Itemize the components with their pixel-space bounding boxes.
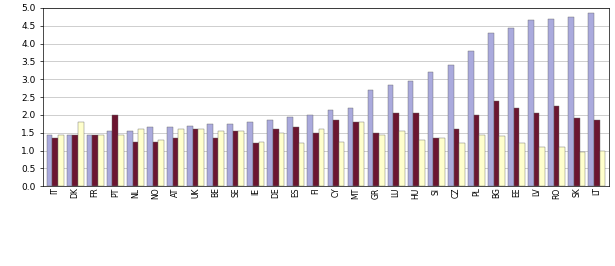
Bar xyxy=(368,90,373,186)
Bar xyxy=(293,127,299,186)
Bar xyxy=(227,124,233,186)
Bar xyxy=(279,133,284,186)
Bar xyxy=(600,151,605,186)
Bar xyxy=(118,135,124,186)
Bar xyxy=(273,129,279,186)
Bar xyxy=(218,131,224,186)
Bar xyxy=(319,129,324,186)
Bar xyxy=(138,129,144,186)
Bar xyxy=(207,124,213,186)
Bar xyxy=(133,142,138,186)
Bar xyxy=(258,142,264,186)
Bar xyxy=(127,131,133,186)
Bar xyxy=(192,129,199,186)
Bar xyxy=(514,108,519,186)
Bar xyxy=(78,122,84,186)
Bar xyxy=(52,138,58,186)
Bar xyxy=(199,129,204,186)
Bar xyxy=(66,135,73,186)
Bar xyxy=(568,17,574,186)
Bar xyxy=(178,129,184,186)
Bar xyxy=(373,133,379,186)
Bar xyxy=(173,138,178,186)
Bar xyxy=(548,19,554,186)
Bar xyxy=(468,51,474,186)
Bar xyxy=(474,115,479,186)
Bar xyxy=(333,120,339,186)
Bar xyxy=(308,115,313,186)
Bar xyxy=(448,65,453,186)
Bar xyxy=(328,110,333,186)
Bar xyxy=(113,115,118,186)
Bar xyxy=(574,118,579,186)
Bar xyxy=(268,120,273,186)
Bar xyxy=(107,131,113,186)
Bar xyxy=(187,126,192,186)
Bar xyxy=(147,127,153,186)
Bar xyxy=(239,131,244,186)
Bar xyxy=(594,120,600,186)
Bar xyxy=(408,81,413,186)
Bar xyxy=(494,101,499,186)
Bar xyxy=(153,142,158,186)
Bar xyxy=(92,135,98,186)
Bar xyxy=(213,138,218,186)
Bar xyxy=(554,106,560,186)
Bar xyxy=(434,138,439,186)
Bar xyxy=(453,129,459,186)
Bar xyxy=(287,117,293,186)
Bar xyxy=(98,135,104,186)
Bar xyxy=(58,135,63,186)
Bar xyxy=(560,147,565,186)
Bar xyxy=(579,152,585,186)
Bar xyxy=(528,20,534,186)
Bar xyxy=(534,113,539,186)
Bar xyxy=(353,122,359,186)
Bar xyxy=(158,140,164,186)
Bar xyxy=(394,113,399,186)
Bar xyxy=(339,142,344,186)
Bar xyxy=(167,127,173,186)
Bar xyxy=(387,85,394,186)
Bar xyxy=(589,13,594,186)
Bar xyxy=(499,136,505,186)
Bar xyxy=(47,135,52,186)
Bar xyxy=(508,28,514,186)
Bar xyxy=(459,143,465,186)
Bar xyxy=(488,33,494,186)
Bar xyxy=(439,138,445,186)
Bar xyxy=(479,135,485,186)
Bar xyxy=(347,108,353,186)
Bar xyxy=(299,143,304,186)
Bar xyxy=(539,147,545,186)
Bar xyxy=(359,122,365,186)
Bar xyxy=(247,122,253,186)
Bar xyxy=(519,143,525,186)
Bar xyxy=(87,135,92,186)
Bar xyxy=(399,131,405,186)
Bar xyxy=(428,72,434,186)
Bar xyxy=(379,135,384,186)
Bar xyxy=(73,135,78,186)
Bar xyxy=(413,113,419,186)
Bar xyxy=(313,133,319,186)
Bar xyxy=(233,131,239,186)
Bar xyxy=(253,143,258,186)
Bar xyxy=(419,140,425,186)
